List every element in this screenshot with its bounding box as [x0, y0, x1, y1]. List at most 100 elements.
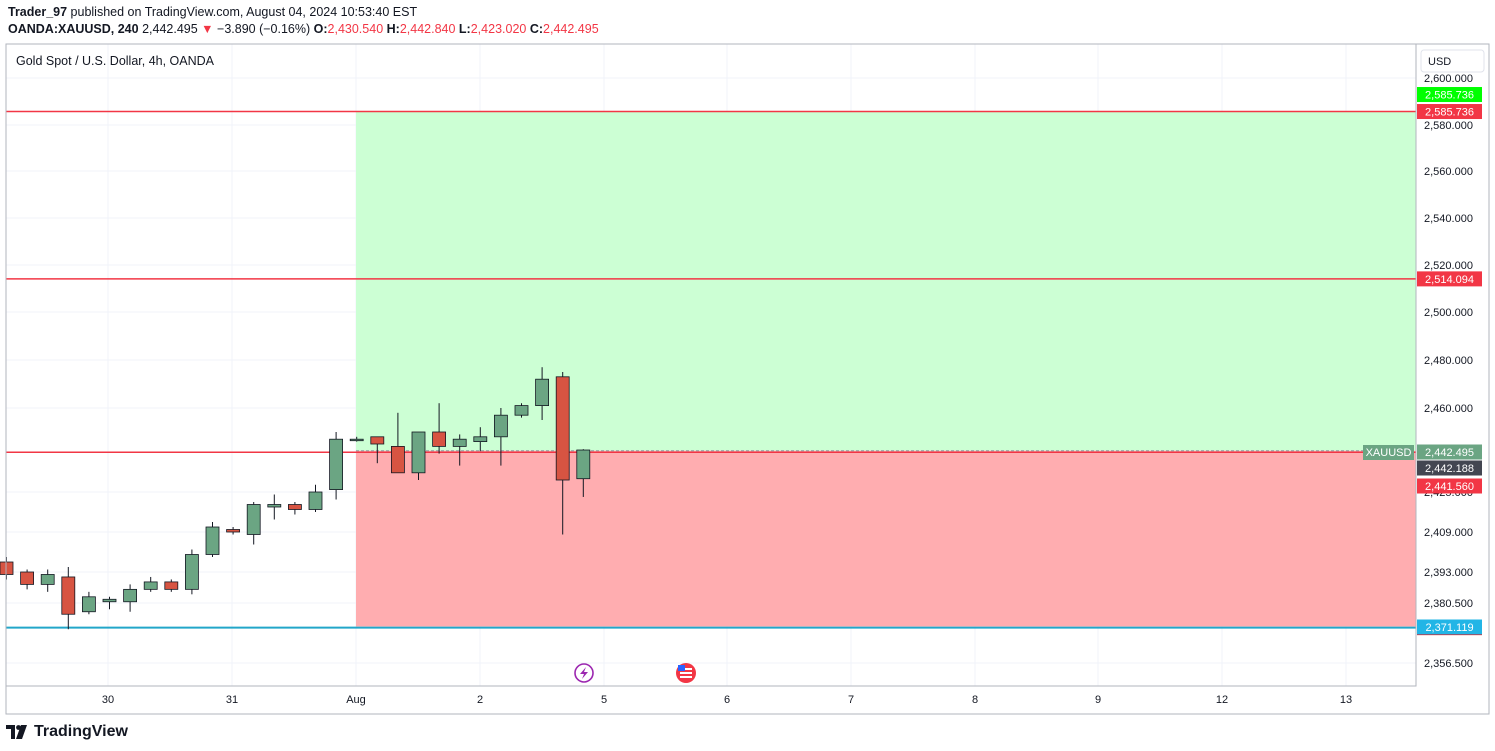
- price-tick-label: 2,356.500: [1424, 658, 1473, 670]
- candle-body: [308, 491, 323, 510]
- author-name[interactable]: Trader_97: [8, 5, 68, 19]
- level-tag-entry: [1417, 478, 1482, 494]
- candle-body: [61, 576, 76, 615]
- time-tick-label: 8: [972, 694, 978, 706]
- low-label: L:: [458, 22, 471, 36]
- time-axis[interactable]: 30 31 Aug 2 5 6 7 8 9 12 13: [102, 694, 1352, 706]
- candle-body: [226, 529, 241, 533]
- price-tick-label: 2,500.000: [1424, 307, 1473, 319]
- candle-body: [576, 449, 591, 480]
- price-tick-label: 2,540.000: [1424, 213, 1473, 225]
- time-tick-label: 5: [601, 694, 607, 706]
- last-price-tag: [1417, 444, 1482, 460]
- loss-zone: [356, 450, 1416, 627]
- level-tag-target-2: [1417, 104, 1482, 120]
- level-tag-target-1-text: 2,514.094: [1425, 274, 1474, 286]
- target-price-tag: [1417, 87, 1482, 103]
- tradingview-footer[interactable]: TradingView: [6, 722, 128, 742]
- time-tick-label: 13: [1340, 694, 1352, 706]
- level-tag-target-1: [1417, 271, 1482, 287]
- price-axis[interactable]: 2,600.000 2,580.000 2,560.000 2,540.000 2,52…: [1424, 73, 1473, 670]
- candle-body: [82, 596, 96, 613]
- price-tick-label: 2,580.000: [1424, 120, 1473, 132]
- time-tick-label: 12: [1216, 694, 1228, 706]
- time-tick-label: 2: [477, 694, 483, 706]
- high-label: H:: [386, 22, 400, 36]
- candle-body: [184, 554, 199, 590]
- low-value: 2,423.020: [470, 22, 527, 36]
- candle-body: [123, 588, 137, 603]
- candles: [0, 367, 591, 630]
- candle-body: [20, 571, 35, 585]
- currency-button[interactable]: USD: [1420, 49, 1485, 73]
- candle-body: [287, 504, 302, 510]
- candle-body: [329, 438, 344, 491]
- tradingview-brand: TradingView: [34, 723, 128, 740]
- level-tag-entry-text: 2,441.560: [1425, 481, 1474, 493]
- symbol-info: OANDA:XAUUSD, 240 2,442.495 ▼ −3.890 (−0…: [8, 22, 599, 36]
- candle-body: [390, 445, 405, 474]
- candle-body: [164, 581, 179, 590]
- open-value: 2,430.540: [327, 22, 384, 36]
- time-tick-label: Aug: [346, 694, 366, 706]
- candle-body: [411, 431, 426, 474]
- position-zones: [356, 111, 1416, 627]
- price-tick-label: 2,480.000: [1424, 355, 1473, 367]
- stop-price-tag-text: 2,371.119: [1425, 622, 1473, 634]
- change-arrow-icon: ▼: [201, 22, 214, 36]
- candle-body: [349, 438, 364, 442]
- entry-price-tag-text: 2,442.188: [1425, 463, 1474, 475]
- time-tick-label: 31: [226, 694, 238, 706]
- profit-zone: [356, 111, 1416, 451]
- target-price-tag-text: 2,585.736: [1425, 90, 1474, 102]
- entry-price-tag: [1417, 460, 1482, 476]
- time-tick-label: 6: [724, 694, 730, 706]
- close-value: 2,442.495: [543, 22, 599, 36]
- candle-body: [143, 581, 158, 590]
- tradingview-logo-icon: [6, 725, 27, 739]
- candle-body: [246, 504, 261, 535]
- level-tag-target-2-text: 2,585.736: [1425, 107, 1474, 119]
- level-lines: [6, 110, 1416, 629]
- candle-body: [535, 378, 549, 407]
- candle-body: [267, 504, 282, 508]
- publish-info: Trader_97 published on TradingView.com, …: [8, 5, 417, 19]
- stop-price-tag: [1417, 619, 1482, 635]
- price-tick-label: 2,560.000: [1424, 166, 1473, 178]
- candle-body: [40, 574, 55, 585]
- price-tags: 2,585.7362,585.7362,514.0942,370.6472,44…: [1363, 87, 1482, 636]
- time-tick-label: 7: [848, 694, 854, 706]
- symbol-name: OANDA:XAUUSD, 240: [8, 22, 139, 36]
- chart-legend: Gold Spot / U.S. Dollar, 4h, OANDA: [16, 54, 215, 68]
- time-tick-label: 9: [1095, 694, 1101, 706]
- high-value: 2,442.840: [399, 22, 456, 36]
- candle-body: [473, 436, 488, 442]
- symbol-tag: [1363, 445, 1414, 460]
- price-tick-label: 2,520.000: [1424, 260, 1473, 272]
- last-price: 2,442.495: [142, 22, 198, 36]
- price-tick-label: 2,380.500: [1424, 598, 1473, 610]
- price-change: −3.890 (−0.16%): [217, 22, 311, 36]
- candle-body: [514, 405, 529, 416]
- candle-body: [493, 414, 508, 438]
- candle-body: [432, 431, 447, 447]
- price-tick-label: 2,460.000: [1424, 403, 1473, 415]
- price-tick-label: 2,393.000: [1424, 567, 1473, 579]
- symbol-tag-text: XAUUSD: [1366, 447, 1412, 459]
- close-label: C:: [529, 22, 544, 36]
- publish-text: published on TradingView.com, August 04,…: [67, 5, 418, 19]
- currency-label: USD: [1428, 56, 1451, 68]
- candle-body: [205, 526, 220, 555]
- time-tick-label: 30: [102, 694, 114, 706]
- open-label: O:: [313, 22, 328, 36]
- dividend-event-icon[interactable]: [574, 663, 594, 683]
- candle-body: [370, 436, 385, 445]
- candle-body: [102, 598, 117, 603]
- candle-body: [452, 438, 467, 447]
- last-price-tag-text: 2,442.495: [1425, 447, 1474, 459]
- candle-body: [555, 376, 570, 481]
- chart-events[interactable]: [574, 663, 696, 683]
- us-flag-event-icon[interactable]: [676, 663, 696, 683]
- price-tick-label: 2,409.000: [1424, 527, 1473, 539]
